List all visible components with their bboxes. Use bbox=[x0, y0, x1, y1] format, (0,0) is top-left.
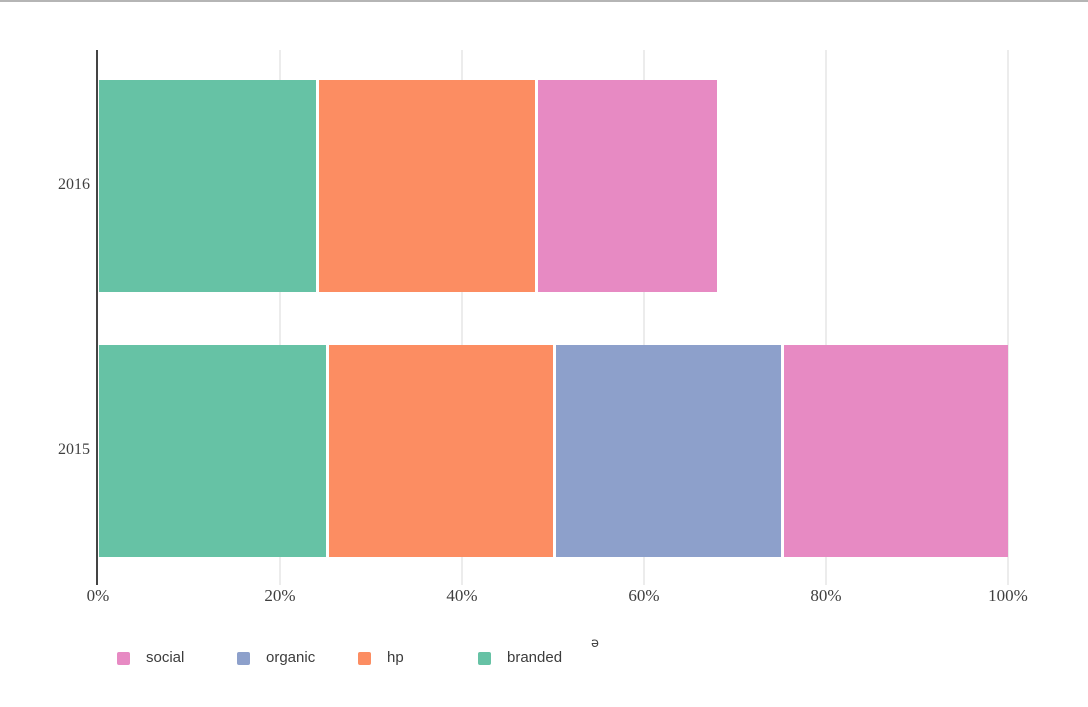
x-tick-label: 20% bbox=[264, 586, 296, 605]
bar-2015-segment-branded[interactable] bbox=[99, 345, 326, 557]
x-tick-label: 100% bbox=[988, 586, 1028, 605]
x-gridline-80% bbox=[825, 50, 827, 585]
x-gridline-60% bbox=[643, 50, 645, 585]
bar-2016-segment-branded[interactable] bbox=[99, 80, 317, 292]
legend-swatch-branded bbox=[478, 652, 491, 665]
bar-2015-segment-organic[interactable] bbox=[556, 345, 781, 557]
bar-2016-segment-hp[interactable] bbox=[319, 80, 535, 292]
bar-2015-segment-social[interactable] bbox=[783, 345, 1008, 557]
x-gridline-100% bbox=[1007, 50, 1009, 585]
y-category-label-2016: 2016 bbox=[58, 176, 90, 193]
y-category-label-2015: 2015 bbox=[58, 441, 90, 458]
legend-swatch-hp bbox=[358, 652, 371, 665]
x-tick-label: 0% bbox=[86, 586, 110, 605]
x-tick-label: 80% bbox=[810, 586, 842, 605]
x-gridline-40% bbox=[461, 50, 463, 585]
bar-2016-segment-social[interactable] bbox=[537, 80, 717, 292]
legend-label: hp bbox=[387, 649, 404, 666]
legend-label: organic bbox=[266, 649, 316, 666]
legend-extra-glyph: ǝ bbox=[591, 636, 599, 651]
x-tick-label: 60% bbox=[628, 586, 660, 605]
legend-swatch-social bbox=[117, 652, 130, 665]
y-axis-line bbox=[96, 50, 98, 585]
window-top-border bbox=[0, 0, 1088, 2]
x-gridline-20% bbox=[279, 50, 281, 585]
legend-label: social bbox=[146, 649, 185, 666]
legend-swatch-organic bbox=[237, 652, 250, 665]
legend-label: branded bbox=[507, 649, 563, 666]
bar-2015-segment-hp[interactable] bbox=[328, 345, 553, 557]
x-tick-label: 40% bbox=[446, 586, 478, 605]
